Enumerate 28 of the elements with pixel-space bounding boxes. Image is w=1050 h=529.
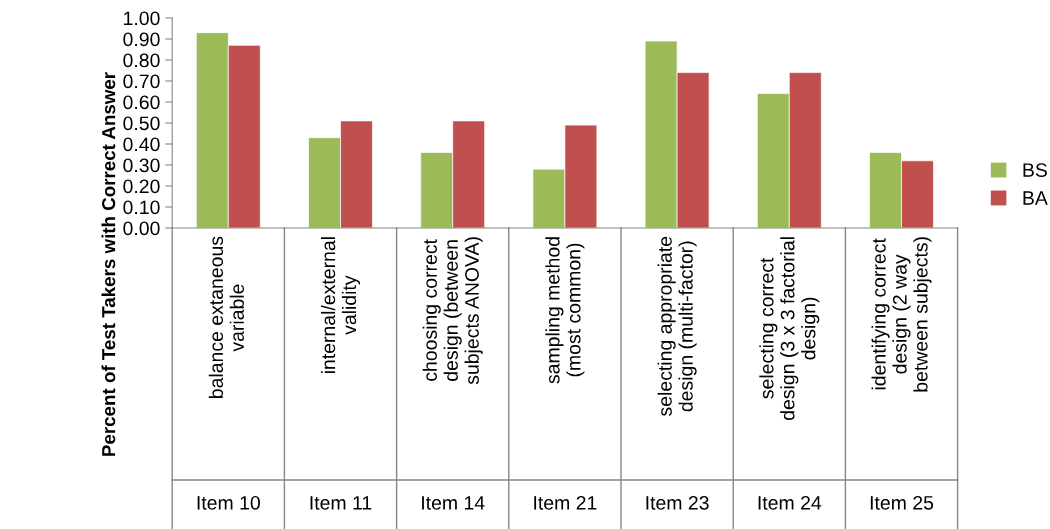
y-tick-label: 0.20 bbox=[123, 179, 160, 194]
y-tick-label: 0.60 bbox=[123, 95, 160, 110]
y-axis-title: Percent of Test Takers with Correct Answer bbox=[101, 72, 116, 456]
x-tick-label: selecting correct design (3 x 3 factorial design) bbox=[759, 237, 820, 420]
y-tick-label: 0.50 bbox=[123, 116, 160, 131]
x-tick-label: balance extaneous variable bbox=[208, 236, 244, 398]
x-tick-label: internal/external validity bbox=[320, 237, 361, 374]
y-tick-label: 0.80 bbox=[123, 53, 160, 68]
y-tick-label: 0.90 bbox=[123, 32, 160, 47]
y-tick-label: 0.00 bbox=[123, 221, 160, 236]
legend-label: BS bbox=[1023, 163, 1047, 177]
text: Item 25 bbox=[870, 495, 934, 510]
x-tick-label: identifying correct design (2 way between subjects) bbox=[871, 237, 932, 392]
legend-label: BA bbox=[1023, 191, 1048, 205]
text: Item 10 bbox=[197, 495, 260, 510]
text: Item 14 bbox=[422, 496, 485, 510]
y-tick-label: 0.10 bbox=[123, 200, 160, 215]
x-tick-label: sampling method (most common) bbox=[545, 237, 585, 384]
y-tick-label: 1.00 bbox=[124, 11, 160, 26]
x-tick-label: choosing correct design (between subjects ANOVA) bbox=[422, 237, 483, 385]
x-tick-label: selecting appropriate design (multi-factor) bbox=[657, 236, 697, 416]
y-tick-label: 0.40 bbox=[123, 137, 160, 152]
text: Item 24 bbox=[758, 495, 822, 510]
text: Item 11 bbox=[310, 496, 372, 510]
text: Item 23 bbox=[646, 495, 709, 510]
text: Item 21 bbox=[534, 495, 597, 510]
y-tick-label: 0.70 bbox=[123, 74, 160, 89]
y-tick-label: 0.30 bbox=[123, 158, 160, 173]
